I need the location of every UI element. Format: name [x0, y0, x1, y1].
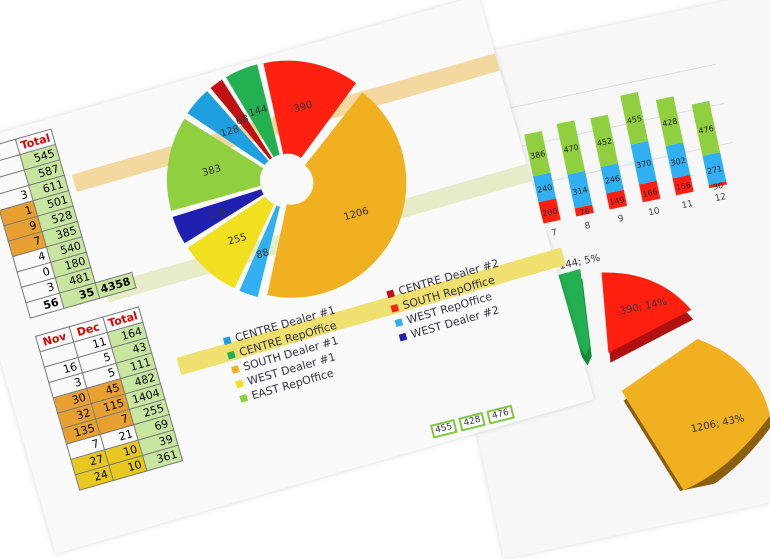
legend-swatch — [239, 394, 249, 403]
bar-segment — [655, 96, 684, 147]
pie-data-label: 144 — [247, 104, 268, 120]
bar-data-label: 30 — [712, 181, 724, 192]
legend-swatch — [222, 336, 232, 346]
x-tick-label: 8 — [584, 221, 592, 232]
bar-segment — [620, 92, 649, 145]
data-table-bottom: Nov Dec Total 11 164 16 5 43 3 5 111 30 45 482 32 115 14… — [35, 306, 183, 491]
bar-segment — [524, 130, 551, 177]
pie-slice — [187, 90, 269, 166]
bar-segment — [538, 198, 561, 224]
pie-slice — [267, 92, 407, 298]
bar-segment — [702, 152, 727, 186]
bar-segment — [665, 142, 691, 179]
bar-segment — [556, 120, 586, 175]
bar-data-label: 240 — [536, 183, 553, 195]
x-tick-label: 9 — [617, 214, 625, 225]
x-tick-label: 12 — [714, 192, 727, 204]
legend-swatch — [390, 303, 400, 313]
legend-swatch — [386, 289, 395, 299]
pie-data-label: 88 — [255, 247, 270, 261]
bar-data-label: 302 — [670, 156, 687, 168]
bar-segment — [708, 181, 727, 189]
legend-swatch — [398, 332, 408, 342]
x-tick-label: 10 — [647, 206, 661, 218]
pie-data-label: 390 — [293, 99, 314, 115]
pie-slice — [239, 205, 280, 297]
pie-slice — [225, 64, 280, 158]
bar-segment — [600, 163, 624, 194]
pie-data-label: 383 — [201, 163, 222, 179]
pie-data-label: 128 — [219, 124, 240, 140]
pie-data-label: 255 — [227, 232, 248, 248]
x-tick-label: 7 — [551, 228, 559, 239]
bar-data-label: 370 — [636, 158, 653, 170]
front-sheet: Total 545 587 3 611 1 501 9 528 7 385 4 540 0 180 3 481 5… — [0, 53, 566, 491]
legend-swatch — [235, 379, 244, 389]
legend-swatch — [394, 318, 404, 328]
bar-segment — [606, 189, 628, 210]
pie-slice — [166, 118, 264, 211]
pie-slice — [621, 339, 770, 491]
pie-data-label: 68 — [235, 113, 250, 127]
bar-data-label: 470 — [563, 143, 580, 155]
pie-slice — [601, 272, 692, 353]
pie-slice — [263, 60, 357, 158]
bar-data-label: 200 — [541, 206, 558, 218]
legend-swatch — [227, 350, 236, 360]
pie-slice — [187, 196, 275, 289]
legend-swatch — [231, 365, 240, 374]
bar-data-label: 455 — [626, 114, 643, 126]
bar-data-label: 386 — [529, 149, 546, 161]
bar-data-label: 246 — [604, 174, 621, 186]
bar-data-label: 314 — [572, 185, 589, 197]
pie-data-label: 125 — [207, 206, 228, 222]
bar-segment — [533, 172, 557, 203]
bar-segment — [590, 114, 619, 167]
pie-slice — [172, 189, 264, 244]
bar-data-label: 271 — [706, 164, 723, 176]
bar-segment — [574, 204, 594, 217]
bar-data-label: 476 — [698, 124, 715, 136]
data-table-top: Total 545 587 3 611 1 501 9 528 7 385 4 540 0 180 3 481 5… — [0, 118, 136, 319]
bar-data-label: 149 — [609, 195, 626, 207]
bar-data-label: 156 — [675, 181, 692, 193]
bar-segment — [639, 180, 661, 203]
bar-segment — [672, 174, 694, 196]
pie-slice — [210, 79, 273, 160]
bar-data-label: 452 — [596, 136, 613, 148]
bar-segment — [567, 170, 593, 209]
bar-segment — [630, 140, 657, 185]
x-tick-label: 11 — [681, 199, 694, 211]
bar-data-label: 166 — [642, 187, 659, 199]
bar-data-label: 428 — [661, 117, 678, 129]
bar-data-label: 76 — [579, 207, 591, 218]
bar-segment — [691, 100, 721, 156]
